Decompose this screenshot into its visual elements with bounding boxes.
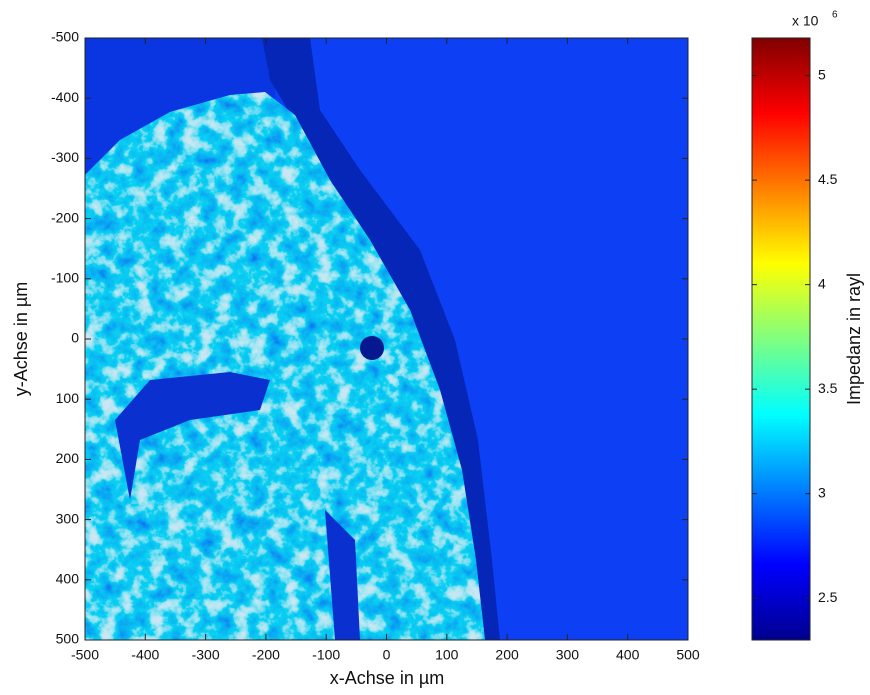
heatmap-image	[85, 38, 688, 640]
x-tick-label: 100	[435, 647, 459, 663]
y-tick-label: -500	[51, 29, 79, 45]
x-tick-label: -300	[192, 647, 220, 663]
x-axis-label: x-Achse in µm	[330, 668, 444, 688]
x-tick-label: -100	[312, 647, 340, 663]
x-tick-label: 200	[495, 647, 519, 663]
y-tick-label: -300	[51, 149, 79, 165]
x-tick-label: 400	[616, 647, 640, 663]
y-tick-label: 300	[56, 510, 80, 526]
y-tick-label: 200	[56, 450, 80, 466]
colorbar-tick-label: 5	[818, 66, 826, 82]
x-tick-label: -400	[131, 647, 159, 663]
y-tick-label: 100	[56, 390, 80, 406]
colorbar-multiplier: x 10	[792, 13, 819, 29]
y-axis-label: y-Achse in µm	[11, 282, 31, 396]
colorbar-tick-label: 3	[818, 484, 826, 500]
colorbar-tick-label: 3.5	[818, 380, 838, 396]
colorbar	[751, 37, 811, 641]
colorbar-label: Impedanz in rayl	[844, 273, 864, 405]
colorbar-tick-label: 4	[818, 275, 826, 291]
y-tick-label: -200	[51, 209, 79, 225]
colorbar-exponent: 6	[832, 10, 838, 21]
x-tick-label: -200	[252, 647, 280, 663]
colorbar-tick-label: 4.5	[818, 171, 838, 187]
y-tick-label: -100	[51, 270, 79, 286]
x-tick-label: 300	[556, 647, 580, 663]
x-tick-label: 0	[383, 647, 391, 663]
colorbar-tick-label: 2.5	[818, 589, 838, 605]
x-tick-label: -500	[71, 647, 99, 663]
y-tick-label: 0	[71, 330, 79, 346]
y-tick-label: 500	[56, 631, 80, 647]
y-tick-label: -400	[51, 89, 79, 105]
y-tick-label: 400	[56, 571, 80, 587]
x-tick-label: 500	[676, 647, 700, 663]
